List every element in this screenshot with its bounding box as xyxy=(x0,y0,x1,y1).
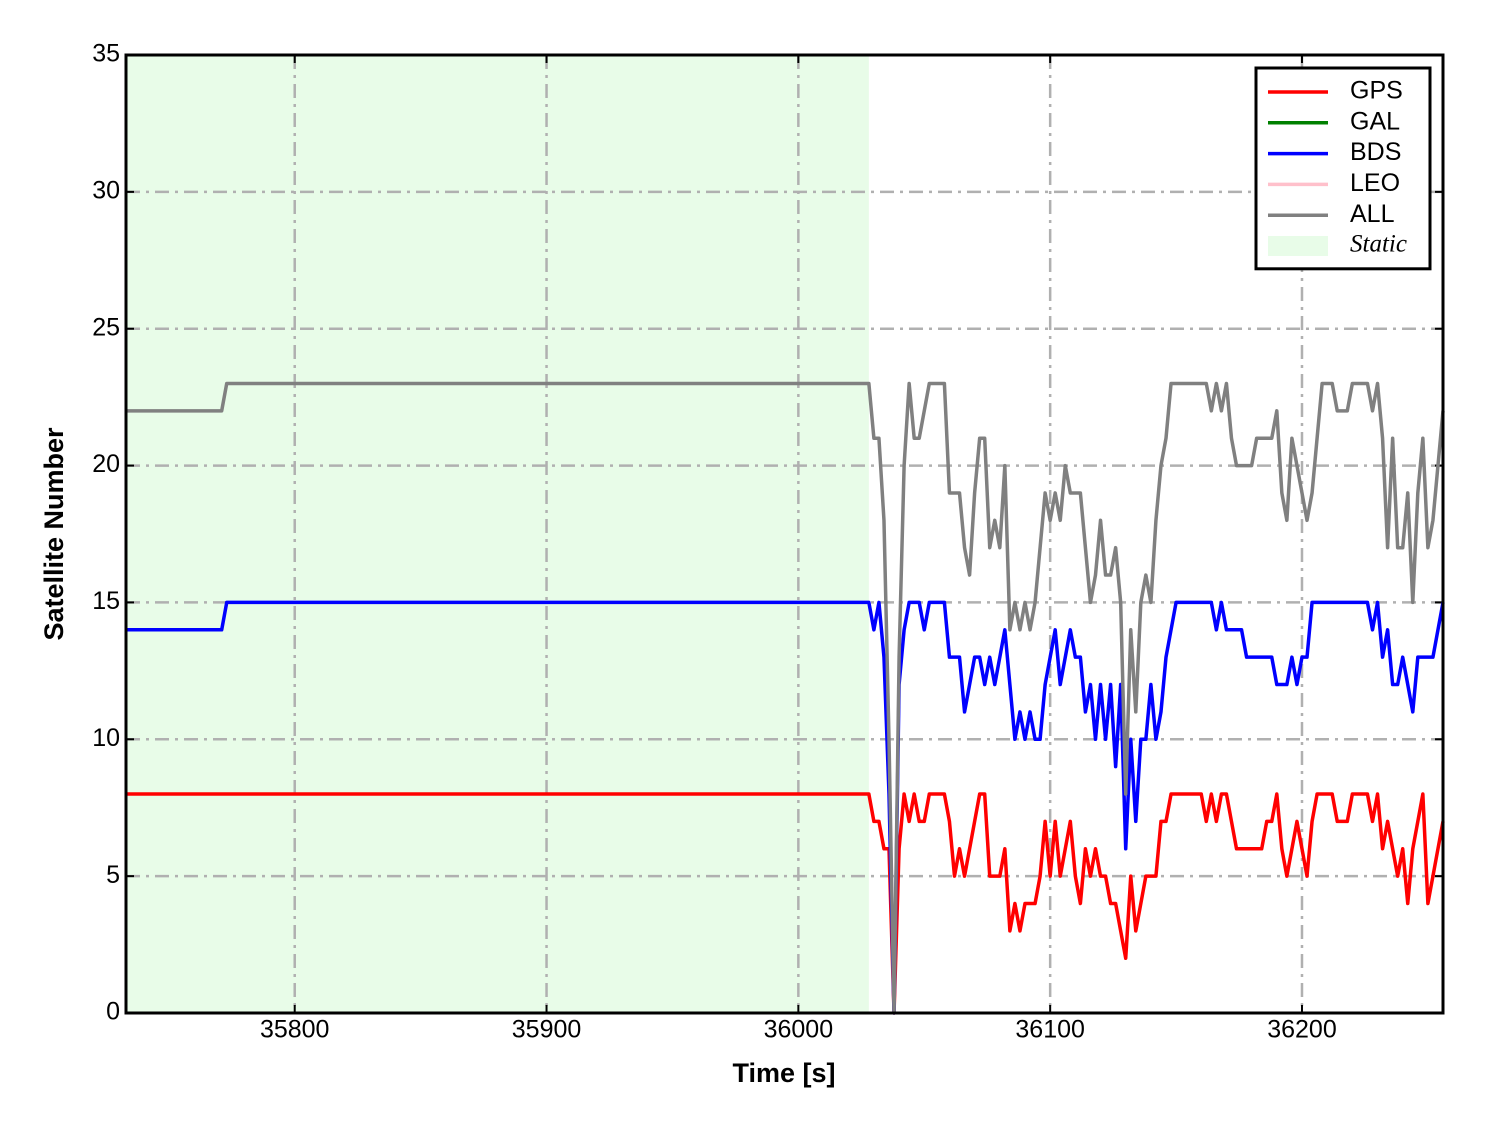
legend-box xyxy=(1254,66,1432,271)
y-tick-label: 0 xyxy=(106,998,120,1026)
static-span xyxy=(126,55,869,1013)
y-tick-label: 20 xyxy=(92,450,120,478)
legend-label: GAL xyxy=(1350,107,1400,135)
y-tick-label: 30 xyxy=(92,176,120,204)
y-tick-label: 5 xyxy=(106,861,120,889)
x-tick-label: 36000 xyxy=(764,1016,834,1044)
plot-frame xyxy=(124,53,1445,1015)
series-line xyxy=(126,792,1445,1015)
legend-label: GPS xyxy=(1350,77,1403,105)
legend-label: ALL xyxy=(1350,200,1395,228)
legend-swatch xyxy=(1268,236,1328,256)
y-tick-label: 35 xyxy=(92,40,120,68)
legend-label: Static xyxy=(1350,231,1407,258)
x-tick-label: 36100 xyxy=(1015,1016,1085,1044)
legend-label: BDS xyxy=(1350,138,1401,166)
x-tick-label: 35900 xyxy=(512,1016,582,1044)
y-tick-label: 25 xyxy=(92,313,120,341)
x-axis-label: Time [s] xyxy=(732,1058,835,1088)
y-tick-label: 10 xyxy=(92,724,120,752)
series-line xyxy=(126,600,1445,1015)
y-tick-label: 15 xyxy=(92,587,120,615)
series-line xyxy=(126,381,1445,1015)
y-axis-label: Satellite Number xyxy=(39,427,69,641)
x-tick-label: 36200 xyxy=(1267,1016,1337,1044)
x-tick-label: 35800 xyxy=(260,1016,330,1044)
legend-label: LEO xyxy=(1350,169,1400,197)
